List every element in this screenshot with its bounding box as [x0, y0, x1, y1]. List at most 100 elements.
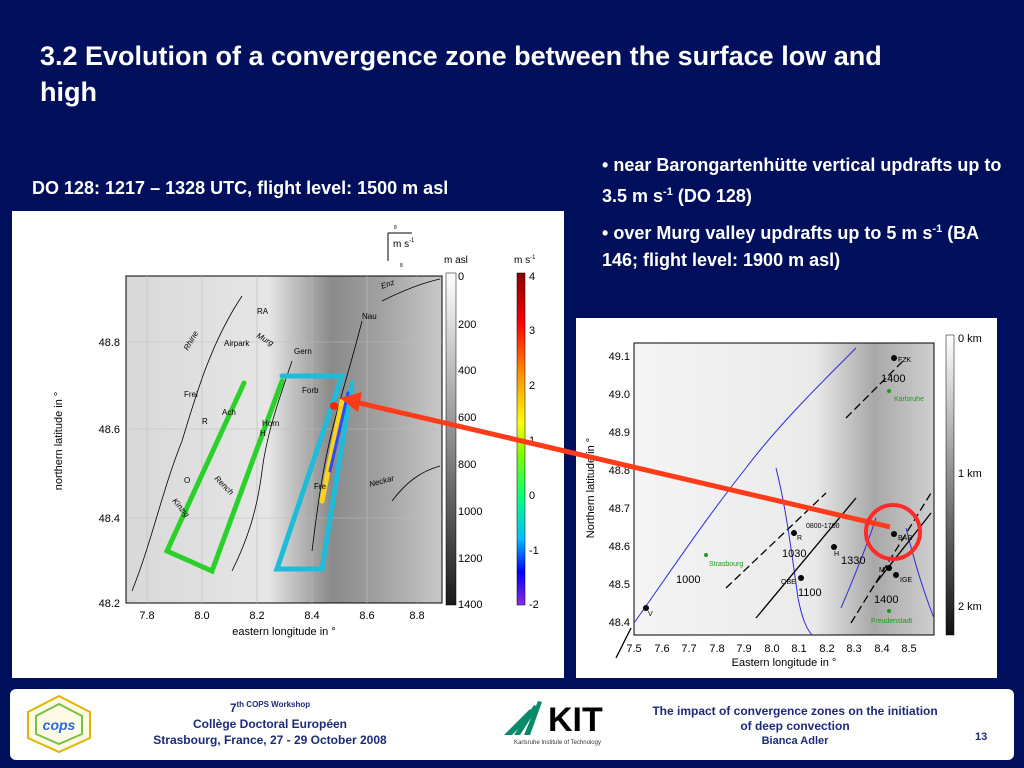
svg-text:8.4: 8.4 [874, 643, 889, 655]
svg-text:48.4: 48.4 [99, 513, 120, 525]
svg-text:1030: 1030 [782, 548, 806, 560]
svg-text:Freudenstadt: Freudenstadt [871, 618, 912, 625]
svg-text:600: 600 [458, 412, 476, 424]
svg-text:Gern: Gern [294, 347, 312, 356]
bullet-marker: • [602, 223, 609, 243]
left-flight-map: RA Airpark Gern Nau Forb Frei R Ach Horn… [12, 211, 564, 678]
svg-text:49.0: 49.0 [609, 389, 630, 401]
right-map-frame [633, 342, 935, 636]
right-map-stations [643, 355, 899, 611]
right-y-ticks: 49.1 49.0 48.9 48.8 48.7 48.6 48.5 48.4 [609, 351, 630, 629]
svg-text:Airpark: Airpark [224, 339, 250, 348]
height-colorbar [445, 272, 457, 606]
svg-text:4: 4 [529, 271, 535, 283]
left-place-labels: RA Airpark Gern Nau Forb Frei R Ach Horn… [184, 307, 377, 491]
svg-text:8.3: 8.3 [846, 643, 861, 655]
w-bar-title: m s-1 [514, 255, 536, 266]
svg-text:2 km: 2 km [958, 601, 982, 613]
right-map-svg: FZK Karlsruhe Strasbourg R H BAR M IGE O… [585, 333, 982, 669]
cops-logo: cops [27, 694, 91, 754]
svg-text:8.0: 8.0 [764, 643, 779, 655]
right-height-colorbar [945, 334, 955, 636]
svg-text:Enz: Enz [380, 278, 396, 291]
svg-text:Fre: Fre [314, 482, 327, 491]
svg-text:1: 1 [529, 435, 535, 447]
svg-text:8.0: 8.0 [194, 610, 209, 622]
svg-text:M: M [879, 567, 885, 574]
svg-text:48.2: 48.2 [99, 598, 120, 610]
page-number: 13 [975, 731, 988, 743]
svg-text:48.4: 48.4 [609, 617, 630, 629]
svg-text:R: R [202, 417, 208, 426]
svg-text:800: 800 [458, 459, 476, 471]
svg-text:8.8: 8.8 [409, 610, 424, 622]
svg-text:BAR: BAR [898, 535, 912, 542]
workshop-number: 7 [229, 701, 237, 715]
wind-scale-legend: m s -1 8 8 [387, 225, 415, 269]
svg-text:Horn: Horn [262, 419, 279, 428]
bullet-marker: • [602, 155, 609, 175]
svg-text:1 km: 1 km [958, 468, 982, 480]
left-max-updraft-mark [330, 402, 338, 410]
svg-text:48.9: 48.9 [609, 427, 630, 439]
height-bar-title: m asl [444, 255, 468, 266]
svg-text:O: O [184, 476, 190, 485]
svg-text:200: 200 [458, 319, 476, 331]
svg-text:8: 8 [400, 263, 403, 269]
svg-text:-1: -1 [529, 545, 539, 557]
svg-text:IGE: IGE [900, 577, 912, 584]
left-x-label: eastern longitude in ° [232, 626, 335, 638]
svg-text:8.5: 8.5 [901, 643, 916, 655]
svg-text:8.4: 8.4 [304, 610, 319, 622]
svg-text:1400: 1400 [458, 599, 482, 611]
svg-text:2: 2 [529, 380, 535, 392]
svg-text:1400: 1400 [874, 594, 898, 606]
svg-text:8: 8 [394, 225, 397, 231]
svg-text:1200: 1200 [458, 553, 482, 565]
w-bar-ticks: 4 3 2 1 0 -1 -2 [529, 271, 539, 611]
right-place-labels: FZK Karlsruhe Strasbourg R H BAR M IGE O… [648, 357, 924, 625]
svg-text:0: 0 [458, 271, 464, 283]
right-height-bar-ticks: 0 km 1 km 2 km [958, 333, 982, 613]
svg-text:48.6: 48.6 [609, 541, 630, 553]
svg-text:Strasbourg: Strasbourg [709, 561, 743, 568]
kit-logo: KIT [504, 701, 603, 739]
svg-text:8.2: 8.2 [249, 610, 264, 622]
svg-text:V: V [648, 611, 653, 618]
svg-text:KIT: KIT [548, 701, 603, 739]
left-map-svg: RA Airpark Gern Nau Forb Frei R Ach Horn… [53, 225, 539, 638]
svg-text:OBE: OBE [781, 579, 796, 586]
svg-text:1330: 1330 [841, 555, 865, 567]
svg-text:1000: 1000 [458, 506, 482, 518]
svg-text:3: 3 [529, 325, 535, 337]
footer-bar: cops 7th COPS Workshop Collège Doctoral … [10, 689, 1014, 760]
svg-text:400: 400 [458, 365, 476, 377]
svg-text:48.5: 48.5 [609, 579, 630, 591]
slide-title: 3.2 Evolution of a convergence zone betw… [40, 41, 882, 107]
svg-text:7.6: 7.6 [654, 643, 669, 655]
svg-text:Forb: Forb [302, 386, 319, 395]
bullet-list: • near Barongartenhütte vertical updraft… [602, 152, 1002, 280]
svg-text:1100: 1100 [798, 587, 822, 599]
right-y-label: Northern latitude in ° [585, 438, 597, 538]
svg-text:-1: -1 [409, 238, 415, 244]
svg-text:Frei: Frei [184, 390, 198, 399]
right-cops-map: FZK Karlsruhe Strasbourg R H BAR M IGE O… [576, 318, 997, 678]
svg-text:48.6: 48.6 [99, 424, 120, 436]
svg-text:H: H [834, 551, 839, 558]
left-x-ticks: 7.8 8.0 8.2 8.4 8.6 8.8 [139, 610, 424, 622]
svg-text:0 km: 0 km [958, 333, 982, 345]
svg-text:7.5: 7.5 [626, 643, 641, 655]
svg-text:H: H [260, 429, 266, 438]
svg-text:Nau: Nau [362, 312, 377, 321]
right-x-ticks: 7.5 7.6 7.7 7.8 7.9 8.0 8.1 8.2 8.3 8.4 … [626, 643, 916, 655]
svg-text:49.1: 49.1 [609, 351, 630, 363]
right-x-label: Eastern longitude in ° [732, 657, 837, 669]
svg-text:0: 0 [529, 490, 535, 502]
bullet-2: • over Murg valley updrafts up to 5 m s-… [602, 223, 979, 270]
svg-text:1000: 1000 [676, 574, 700, 586]
svg-text:48.7: 48.7 [609, 503, 630, 515]
svg-text:FZK: FZK [898, 357, 912, 364]
svg-text:-2: -2 [529, 599, 539, 611]
left-y-ticks: 48.8 48.6 48.4 48.2 [99, 337, 120, 610]
